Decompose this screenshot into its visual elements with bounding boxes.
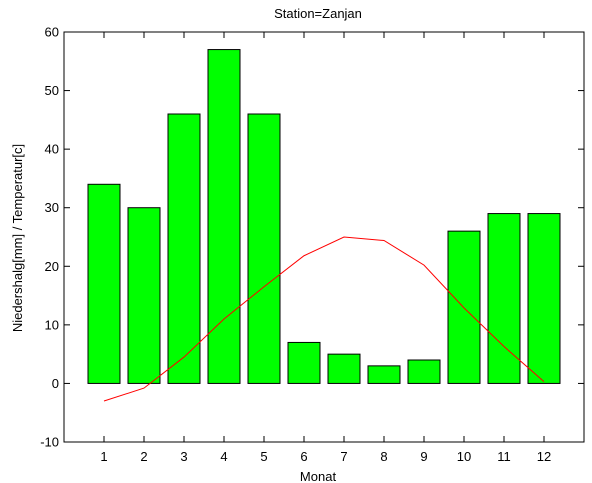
bar-month-1 — [87, 183, 121, 384]
bar-series — [87, 49, 561, 384]
bar-month-11 — [487, 213, 521, 384]
bar-month-3 — [167, 113, 201, 384]
y-tick-label: 10 — [45, 317, 59, 332]
x-tick-label: 2 — [140, 449, 147, 464]
x-axis-label: Monat — [300, 469, 337, 483]
y-tick-label: 50 — [45, 83, 59, 98]
bar-month-5 — [247, 113, 281, 384]
bar-month-7 — [327, 353, 361, 384]
y-tick-label: 30 — [45, 200, 59, 215]
x-tick-label: 11 — [497, 449, 511, 464]
y-tick-label: 0 — [52, 376, 59, 391]
chart-title: Station=Zanjan — [274, 6, 362, 21]
x-tick-label: 6 — [300, 449, 307, 464]
y-axis-label: Niedershalg[mm] / Temperatur[c] — [10, 144, 25, 332]
x-tick-label: 10 — [457, 449, 471, 464]
bar-month-9 — [407, 359, 441, 384]
bar-month-4 — [207, 49, 241, 384]
x-tick-label: 4 — [220, 449, 227, 464]
line-series — [103, 236, 545, 402]
y-tick-label: 60 — [45, 25, 59, 40]
y-tick-label: -10 — [40, 435, 59, 450]
x-tick-label: 9 — [420, 449, 427, 464]
temperature-line — [103, 236, 545, 402]
y-tick-label: 40 — [45, 142, 59, 157]
x-tick-label: 1 — [100, 449, 107, 464]
bar-month-8 — [367, 365, 401, 384]
bar-month-12 — [527, 213, 561, 384]
y-tick-label: 20 — [45, 259, 59, 274]
x-tick-label: 5 — [260, 449, 267, 464]
x-tick-label: 8 — [380, 449, 387, 464]
bar-month-6 — [287, 341, 321, 384]
x-tick-label: 3 — [180, 449, 187, 464]
x-tick-label: 12 — [537, 449, 551, 464]
bar-month-2 — [127, 207, 161, 384]
x-tick-label: 7 — [340, 449, 347, 464]
